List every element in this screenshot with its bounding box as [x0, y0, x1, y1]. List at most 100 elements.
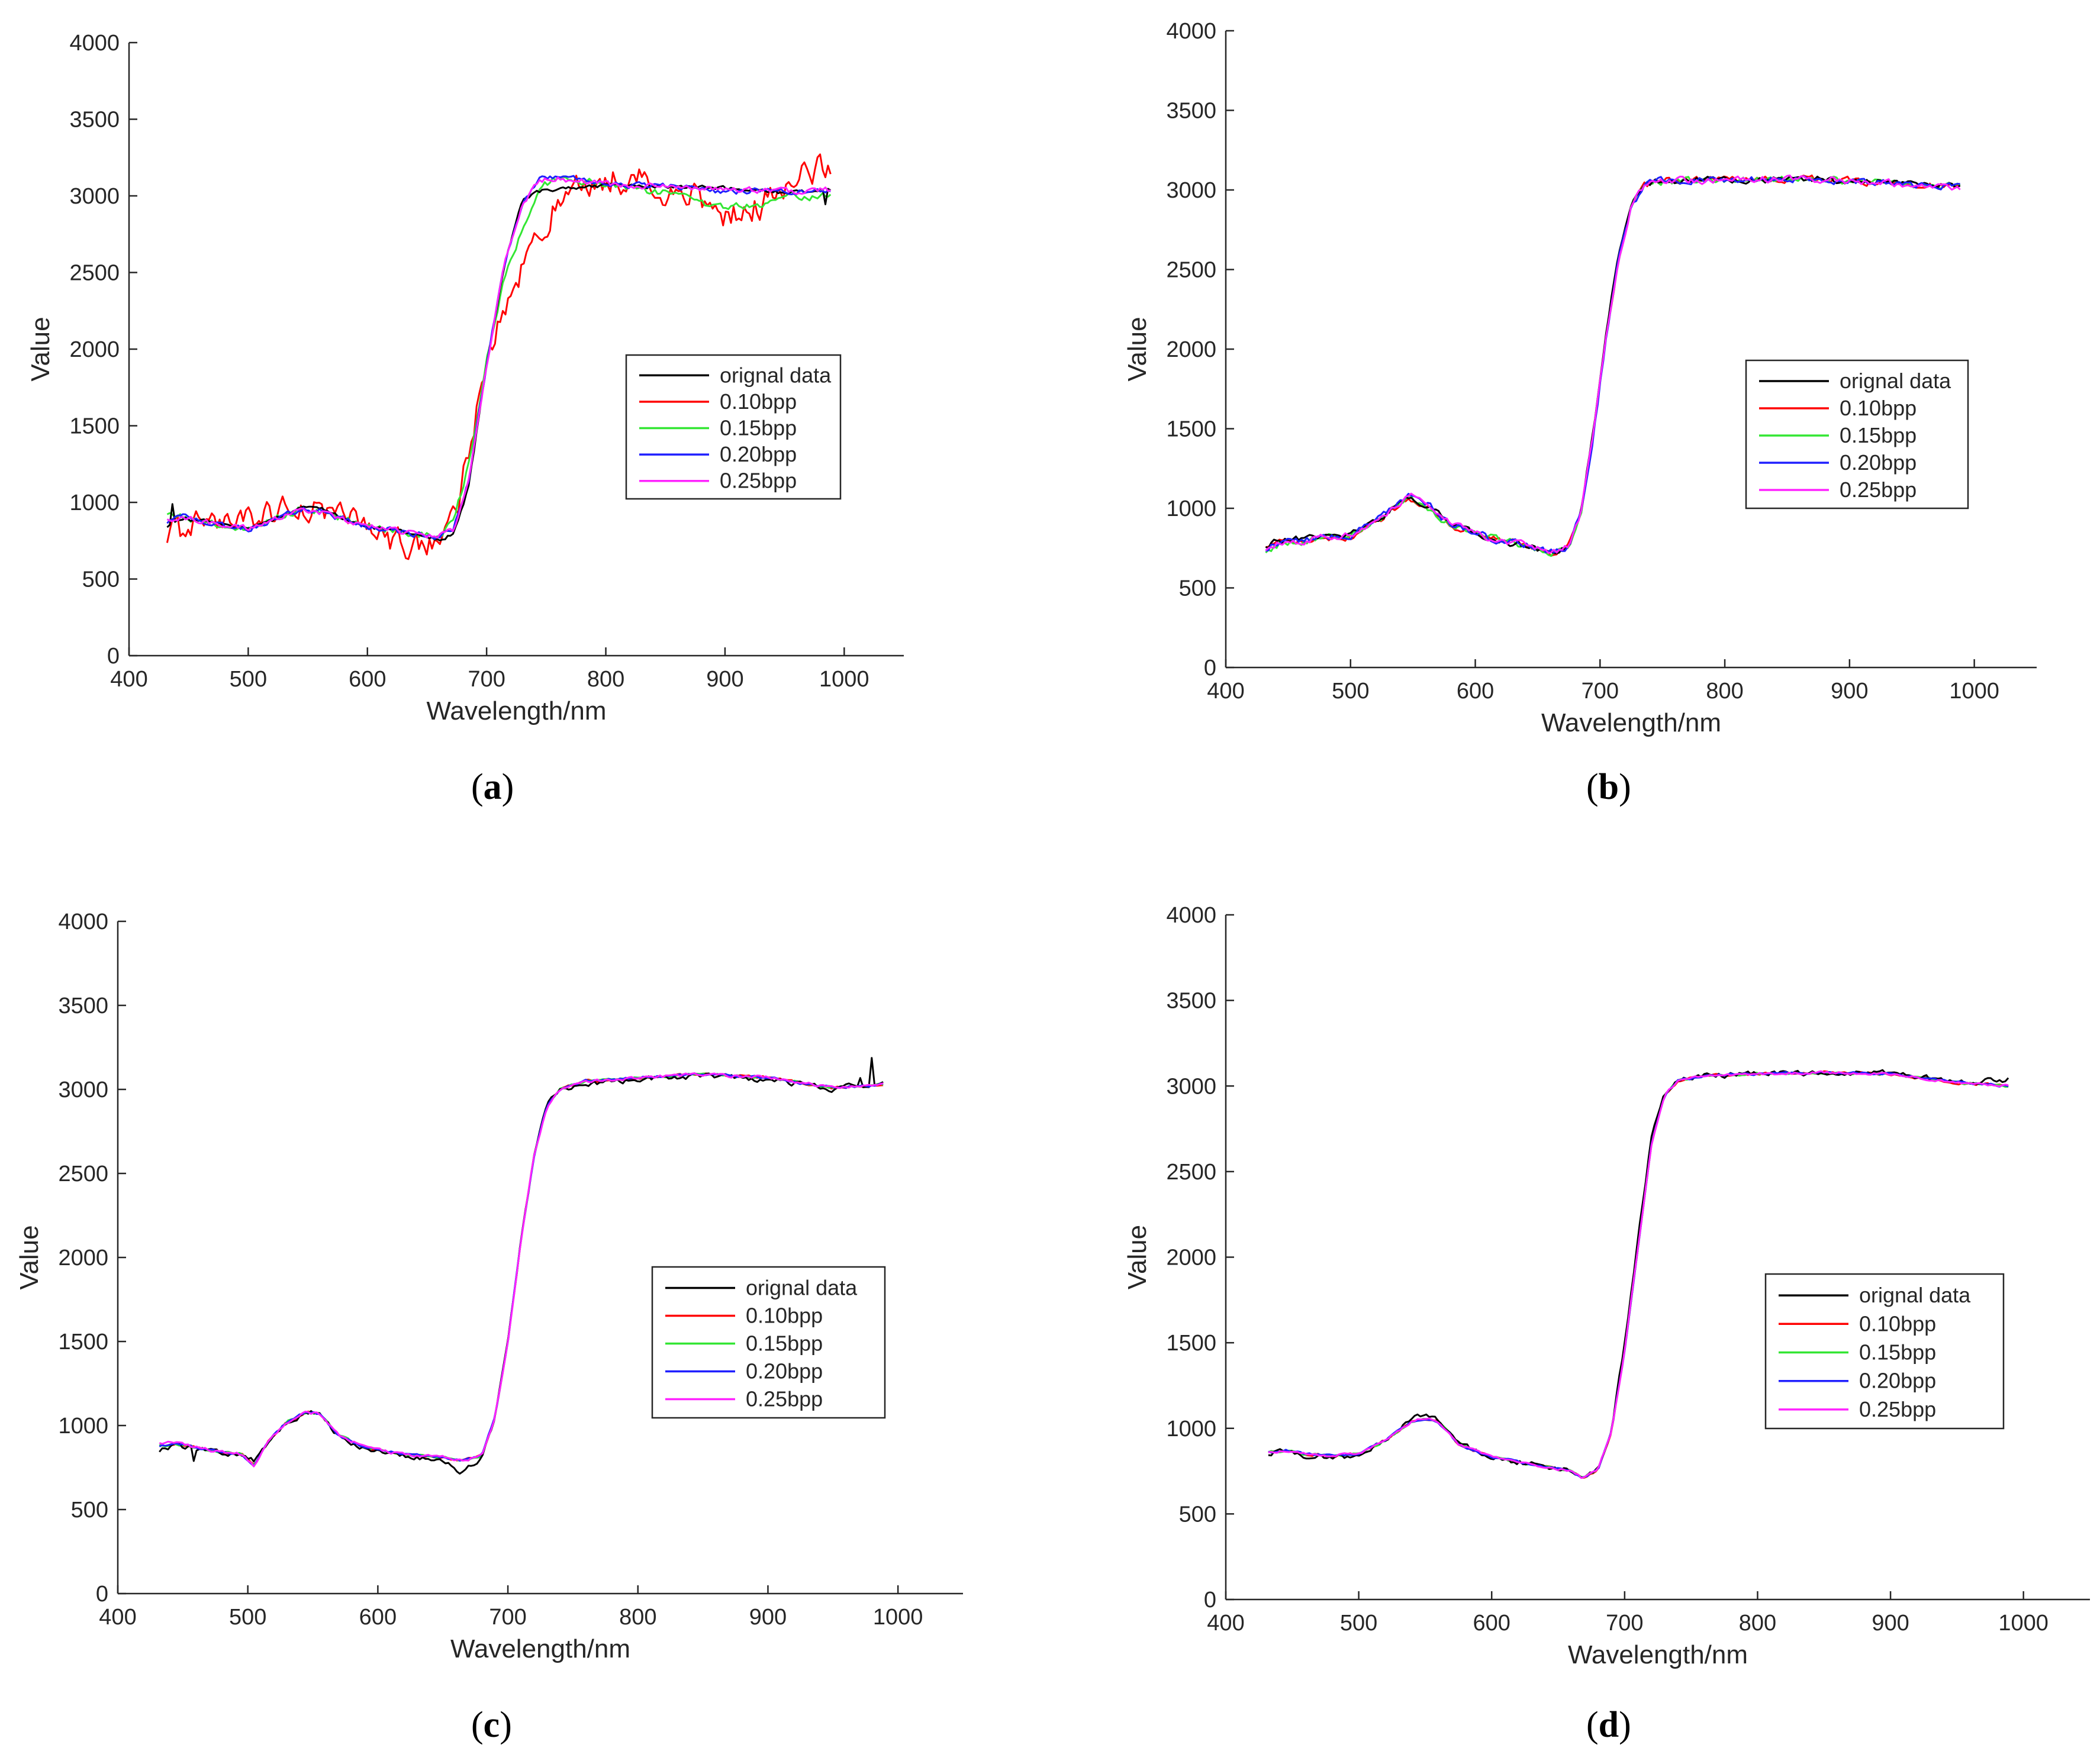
legend-label: 0.25bpp — [1840, 478, 1917, 502]
x-tick-label: 1000 — [873, 1605, 923, 1630]
y-tick-label: 500 — [1179, 576, 1216, 601]
x-tick-label: 1000 — [1998, 1611, 2049, 1636]
x-tick-label: 1000 — [1949, 679, 1999, 704]
panel-label-d: (d) — [1586, 1705, 1631, 1745]
chart-c: 400 500 600 700 800 900 1000 0 500 1000 1500 2000 25… — [15, 910, 963, 1663]
y-axis-label: Value — [1123, 1225, 1152, 1289]
x-tick-label: 800 — [1706, 679, 1743, 704]
y-tick-label: 1500 — [1166, 417, 1216, 442]
y-tick-label: 0 — [1204, 1588, 1216, 1613]
legend-label: 0.25bpp — [746, 1387, 823, 1411]
x-tick-label: 600 — [1473, 1611, 1510, 1636]
y-tick-label: 1000 — [1166, 1417, 1216, 1441]
y-tick-label: 1500 — [69, 414, 120, 439]
x-tick-label: 1000 — [819, 667, 869, 692]
y-tick-label: 2500 — [1166, 258, 1216, 283]
legend-label: 0.25bpp — [720, 469, 797, 493]
legend-box — [1764, 1273, 2005, 1430]
legend-label: 0.15bpp — [746, 1331, 823, 1356]
legend-box — [651, 1266, 886, 1419]
legend-label: 0.15bpp — [1859, 1340, 1936, 1365]
chart-d: 400 500 600 700 800 900 1000 0 500 1000 1500 2000 25… — [1123, 903, 2090, 1669]
x-tick-label: 400 — [99, 1605, 136, 1630]
y-tick-label: 3000 — [69, 184, 120, 209]
y-tick-label: 2500 — [1166, 1160, 1216, 1185]
y-tick-label: 3500 — [1166, 99, 1216, 124]
x-tick-label: 900 — [1831, 679, 1868, 704]
legend-label: orignal data — [1840, 369, 1951, 393]
series-line-0-15bpp — [166, 176, 832, 539]
y-tick-label: 4000 — [1166, 19, 1216, 44]
series-line-0-25bpp — [1265, 175, 1961, 554]
y-tick-label: 2500 — [58, 1162, 108, 1186]
y-tick-label: 500 — [71, 1498, 108, 1523]
legend-label: orignal data — [746, 1276, 858, 1300]
chart-a: 400 500 600 700 800 900 1000 0 500 1000 1500 2000 25… — [26, 31, 904, 725]
x-tick-label: 600 — [349, 667, 386, 692]
x-tick-label: 900 — [706, 667, 743, 692]
x-tick-label: 700 — [489, 1605, 526, 1630]
legend-label: 0.15bpp — [1840, 423, 1917, 447]
y-tick-label: 2500 — [69, 261, 120, 286]
y-tick-label: 3500 — [58, 994, 108, 1018]
x-axis-label: Wavelength/nm — [1541, 708, 1721, 737]
panel-label-b: (b) — [1586, 767, 1631, 807]
y-tick-label: 0 — [96, 1582, 108, 1607]
y-tick-label: 3500 — [1166, 989, 1216, 1014]
legend-label: 0.10bpp — [1859, 1311, 1936, 1336]
x-tick-label: 500 — [229, 1605, 266, 1630]
y-tick-label: 2000 — [1166, 337, 1216, 362]
legend-box — [1745, 359, 1969, 509]
y-tick-label: 4000 — [1166, 903, 1216, 928]
y-tick-label: 2000 — [1166, 1246, 1216, 1270]
y-tick-label: 2000 — [58, 1246, 108, 1270]
x-tick-label: 400 — [1207, 1611, 1244, 1636]
legend-label: 0.20bpp — [720, 442, 797, 466]
panel-label-a: (a) — [471, 767, 514, 807]
y-tick-label: 1500 — [1166, 1331, 1216, 1356]
x-tick-label: 800 — [1739, 1611, 1776, 1636]
y-axis-label: Value — [26, 317, 55, 381]
legend-label: orignal data — [720, 363, 832, 387]
chart-b: 400 500 600 700 800 900 1000 0 500 1000 1500 2000 25… — [1123, 19, 2037, 737]
y-tick-label: 3000 — [1166, 1074, 1216, 1099]
series-line-0-10bpp — [166, 153, 832, 560]
x-tick-label: 800 — [619, 1605, 656, 1630]
x-tick-label: 500 — [1332, 679, 1369, 704]
y-axis-label: Value — [1123, 317, 1152, 381]
series-line-0-25bpp — [1268, 1070, 2009, 1479]
legend-label: 0.25bpp — [1859, 1397, 1936, 1421]
y-tick-label: 0 — [107, 644, 120, 669]
y-tick-label: 500 — [82, 567, 120, 592]
legend-label: orignal data — [1859, 1283, 1971, 1307]
series-line-0-25bpp — [166, 176, 831, 539]
series-line-0-25bpp — [159, 1072, 884, 1468]
x-tick-label: 400 — [110, 667, 147, 692]
y-tick-label: 3500 — [69, 108, 120, 133]
y-tick-label: 3000 — [1166, 178, 1216, 203]
x-tick-label: 600 — [359, 1605, 397, 1630]
y-tick-label: 3000 — [58, 1078, 108, 1102]
legend-label: 0.10bpp — [720, 389, 797, 414]
legend-label: 0.10bpp — [746, 1304, 823, 1328]
x-tick-label: 400 — [1207, 679, 1244, 704]
x-axis-label: Wavelength/nm — [426, 696, 606, 725]
y-tick-label: 1000 — [58, 1414, 108, 1439]
legend-label: 0.20bpp — [1859, 1369, 1936, 1393]
x-tick-label: 700 — [1582, 679, 1619, 704]
x-tick-label: 700 — [468, 667, 505, 692]
y-tick-label: 4000 — [58, 910, 108, 934]
x-axis-label: Wavelength/nm — [1568, 1640, 1748, 1669]
y-tick-label: 1500 — [58, 1330, 108, 1355]
legend-box — [625, 354, 842, 500]
x-tick-label: 800 — [587, 667, 624, 692]
x-tick-label: 900 — [749, 1605, 787, 1630]
y-tick-label: 1000 — [69, 491, 120, 515]
panel-label-c: (c) — [471, 1705, 512, 1745]
x-tick-label: 700 — [1606, 1611, 1643, 1636]
legend-label: 0.10bpp — [1840, 396, 1917, 420]
y-tick-label: 0 — [1204, 656, 1216, 681]
